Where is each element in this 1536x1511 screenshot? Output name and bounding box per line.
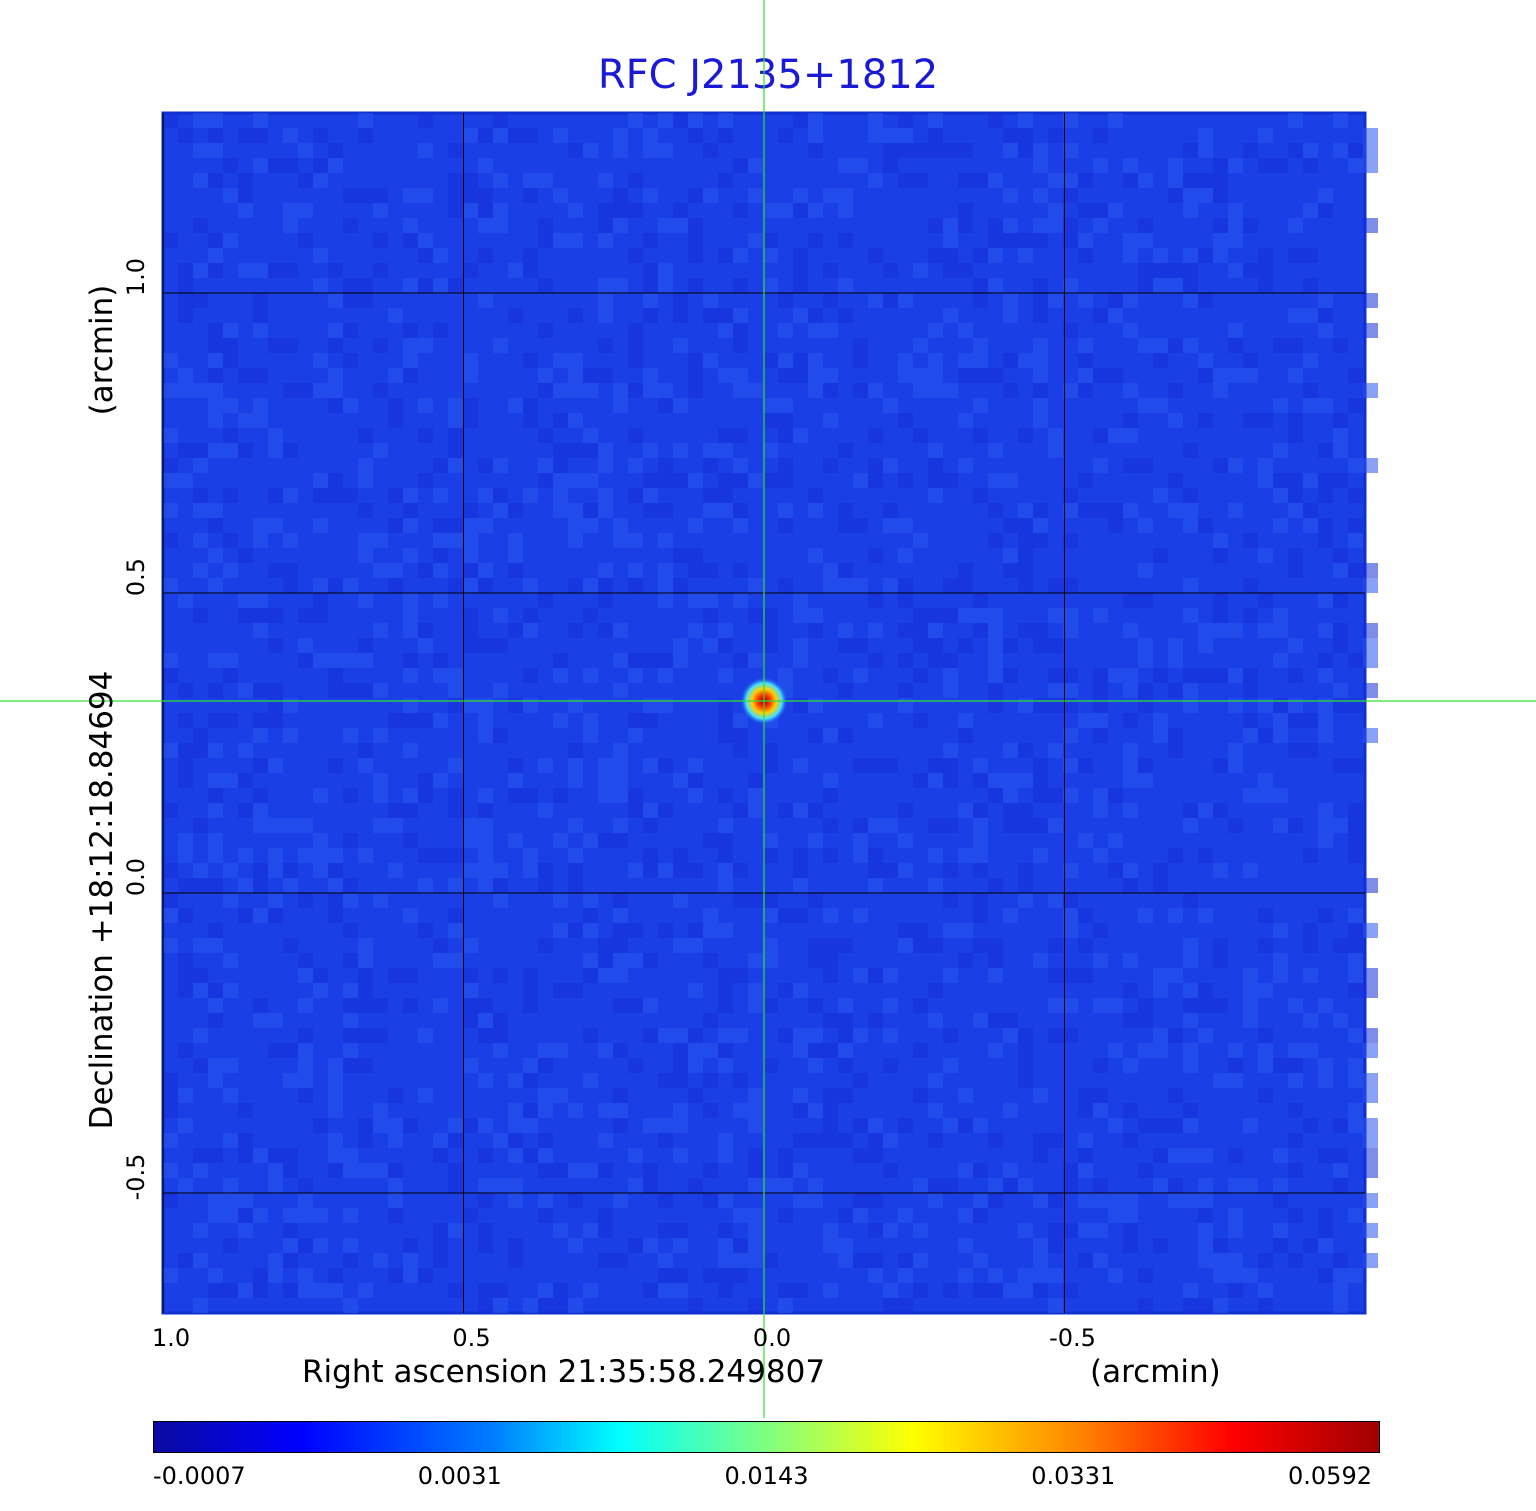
y-tick-label: 0.5 — [122, 557, 150, 597]
y-tick-label: -0.5 — [122, 1153, 150, 1201]
plot-area — [0, 0, 1536, 1418]
colorbar-tick-label: 0.0331 — [1031, 1462, 1116, 1490]
colorbar-tick-label: 0.0592 — [1288, 1462, 1372, 1490]
x-axis-label: Right ascension 21:35:58.249807 — [302, 1354, 826, 1390]
y-axis-label: Declination +18:12:18.84694 — [84, 670, 120, 1130]
x-tick-label: 0.0 — [752, 1324, 792, 1352]
x-tick-label: 0.5 — [452, 1324, 491, 1352]
colorbar-tick-label: 0.0143 — [724, 1462, 809, 1490]
y-axis-unit: (arcmin) — [84, 284, 120, 416]
colorbar-tick-label: 0.0031 — [417, 1462, 502, 1490]
x-axis-unit: (arcmin) — [1090, 1354, 1221, 1390]
y-tick-label: 0.0 — [122, 857, 150, 897]
y-tick-label: 1.0 — [122, 257, 150, 297]
colorbar — [153, 1421, 1380, 1453]
image-noise — [163, 113, 1378, 1313]
x-tick-label: 1.0 — [151, 1324, 191, 1352]
colorbar-tick-label: -0.0007 — [153, 1462, 246, 1490]
chart-title: RFC J2135+1812 — [597, 52, 939, 98]
x-tick-label: -0.5 — [1049, 1324, 1096, 1352]
